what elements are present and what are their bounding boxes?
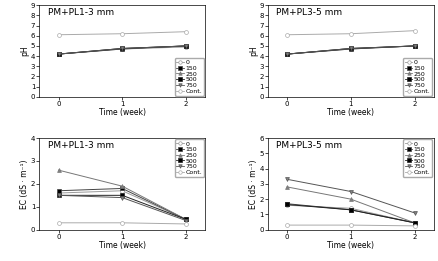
X-axis label: Time (week): Time (week): [99, 241, 146, 250]
Text: PM+PL1-3 mm: PM+PL1-3 mm: [48, 141, 114, 150]
Text: PM+PL3-5 mm: PM+PL3-5 mm: [276, 8, 343, 17]
Legend: 0, 150, 250, 500, 750, Cont.: 0, 150, 250, 500, 750, Cont.: [403, 139, 432, 177]
Text: PM+PL1-3 mm: PM+PL1-3 mm: [48, 8, 114, 17]
Y-axis label: pH: pH: [249, 46, 258, 56]
Legend: 0, 150, 250, 500, 750, Cont.: 0, 150, 250, 500, 750, Cont.: [403, 58, 432, 96]
Legend: 0, 150, 250, 500, 750, Cont.: 0, 150, 250, 500, 750, Cont.: [175, 58, 204, 96]
X-axis label: Time (week): Time (week): [327, 108, 374, 117]
Text: PM+PL3-5 mm: PM+PL3-5 mm: [276, 141, 343, 150]
Y-axis label: pH: pH: [20, 46, 29, 56]
X-axis label: Time (week): Time (week): [327, 241, 374, 250]
Y-axis label: EC (dS · m⁻¹): EC (dS · m⁻¹): [249, 159, 258, 209]
Y-axis label: EC (dS · m⁻¹): EC (dS · m⁻¹): [20, 159, 29, 209]
Legend: 0, 150, 250, 500, 750, Cont.: 0, 150, 250, 500, 750, Cont.: [175, 139, 204, 177]
X-axis label: Time (week): Time (week): [99, 108, 146, 117]
